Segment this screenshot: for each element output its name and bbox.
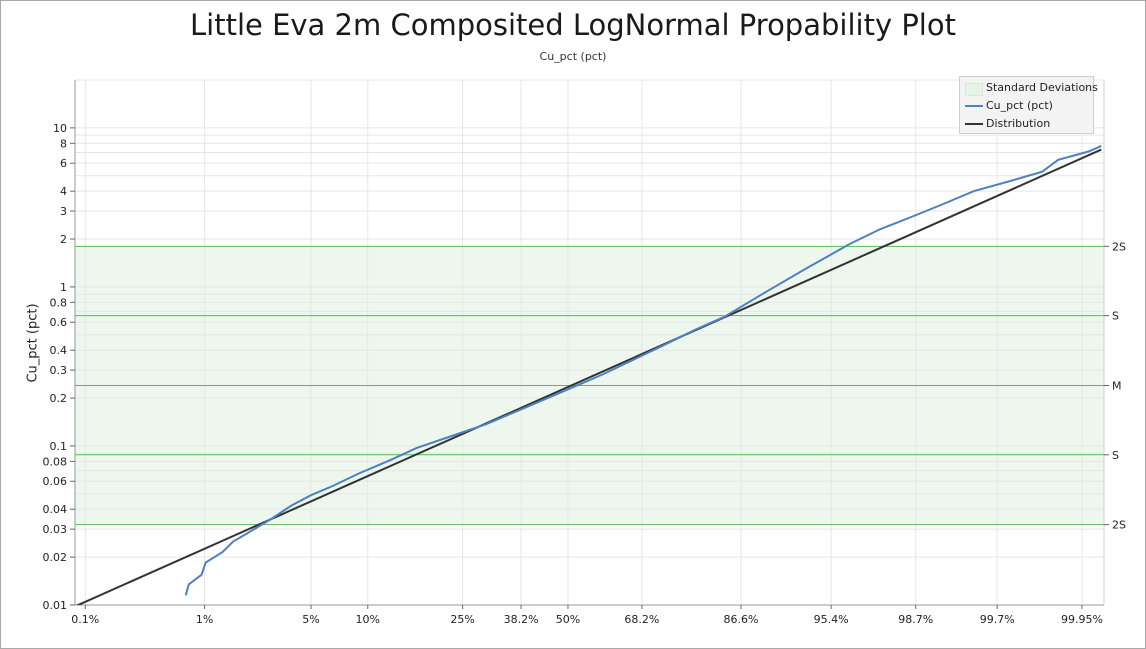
y-tick-label: 0.3 [50,364,68,377]
y-tick-label: 2 [60,233,67,246]
y-tick-label: 1 [60,281,67,294]
legend-item-cu-pct: Cu_pct (pct) [960,97,1093,115]
y-tick-label: 4 [60,185,67,198]
x-tick-label: 10% [356,613,380,626]
legend-line-distribution [965,123,983,125]
x-tick-label: 25% [450,613,474,626]
y-tick-label: 0.01 [43,599,68,612]
legend-item-distribution: Distribution [960,115,1093,133]
x-tick-label: 86.6% [724,613,759,626]
std-dev-label: 2S [1112,519,1126,532]
x-tick-label: 98.7% [898,613,933,626]
y-tick-label: 0.02 [43,551,68,564]
y-tick-label: 6 [60,157,67,170]
y-tick-label: 0.6 [50,316,68,329]
x-tick-label: 38.2% [504,613,539,626]
y-tick-label: 0.03 [43,523,68,536]
y-tick-label: 0.06 [43,475,68,488]
std-dev-label: S [1112,310,1119,323]
x-tick-label: 5% [302,613,319,626]
y-tick-label: 0.08 [43,455,68,468]
x-tick-label: 99.95% [1061,613,1103,626]
y-tick-label: 0.2 [50,392,68,405]
y-tick-label: 10 [53,122,67,135]
y-tick-label: 0.1 [50,440,68,453]
legend-item-std-dev: Standard Deviations [960,79,1098,97]
y-tick-label: 0.04 [43,503,68,516]
legend: Standard Deviations Cu_pct (pct) Distrib… [959,76,1098,134]
y-tick-label: 0.4 [50,344,68,357]
x-tick-label: 1% [196,613,213,626]
y-tick-label: 3 [60,205,67,218]
std-dev-label: S [1112,449,1119,462]
chart-subtitle: Cu_pct (pct) [539,50,607,63]
legend-label-distribution: Distribution [986,117,1051,130]
legend-swatch-std-dev [965,83,983,96]
std-dev-label: M [1112,379,1122,392]
std-dev-label: 2S [1112,240,1126,253]
chart-title: Little Eva 2m Composited LogNormal Propa… [190,8,956,42]
y-tick-label: 8 [60,137,67,150]
y-tick-label: 0.8 [50,296,68,309]
x-tick-label: 0.1% [71,613,99,626]
x-tick-label: 68.2% [624,613,659,626]
x-tick-label: 99.7% [980,613,1015,626]
legend-line-cu-pct [965,105,983,107]
series-cu-pct-line [184,144,1102,596]
x-tick-label: 95.4% [814,613,849,626]
x-tick-label: 50% [556,613,580,626]
legend-label-cu-pct: Cu_pct (pct) [986,99,1053,112]
series-distribution-line [75,148,1102,605]
legend-label-std-dev: Standard Deviations [986,81,1098,94]
